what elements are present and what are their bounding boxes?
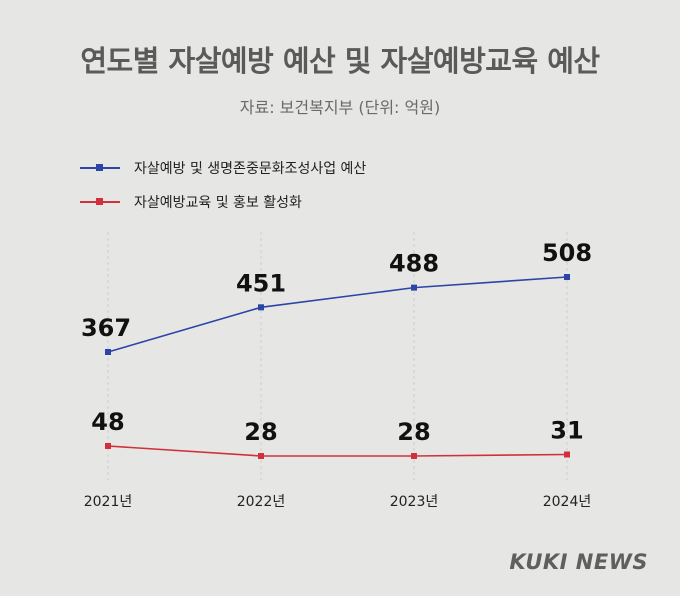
legend-label-series-1: 자살예방 및 생명존중문화조성사업 예산 — [134, 161, 367, 177]
data-label: 48 — [91, 408, 124, 436]
data-label: 28 — [397, 418, 430, 446]
data-label: 451 — [236, 269, 286, 297]
series-line-1 — [107, 276, 568, 353]
data-label: 508 — [542, 239, 592, 267]
data-point — [564, 451, 570, 458]
data-point — [258, 453, 264, 459]
data-point — [258, 304, 264, 311]
x-tick-label: 2024년 — [543, 494, 592, 510]
data-point — [105, 349, 111, 355]
legend-label-series-2: 자살예방교육 및 홍보 활성화 — [134, 195, 302, 211]
brand-logo: KUKI NEWS — [509, 550, 648, 574]
data-point — [411, 284, 417, 291]
data-label: 28 — [244, 418, 277, 446]
x-tick-label: 2022년 — [237, 494, 286, 510]
data-label: 488 — [389, 250, 439, 278]
legend-item-series-1: 자살예방 및 생명존중문화조성사업 예산 — [80, 155, 366, 181]
legend-swatch-series-1 — [80, 161, 120, 175]
legend-item-series-2: 자살예방교육 및 홍보 활성화 — [80, 189, 366, 215]
data-point — [564, 274, 570, 280]
data-label: 367 — [81, 314, 131, 342]
chart-subtitle: 자료: 보건복지부 (단위: 억원) — [239, 98, 441, 117]
data-label: 31 — [550, 417, 583, 445]
chart-title: 연도별 자살예방 예산 및 자살예방교육 예산 — [80, 44, 600, 78]
legend-swatch-series-2 — [80, 195, 120, 209]
x-tick-label: 2021년 — [84, 494, 133, 510]
series-line-2 — [107, 445, 568, 457]
data-point — [105, 443, 111, 449]
data-point — [411, 453, 417, 459]
x-tick-label: 2023년 — [390, 494, 439, 510]
chart-legend: 자살예방 및 생명존중문화조성사업 예산 자살예방교육 및 홍보 활성화 — [80, 155, 366, 223]
